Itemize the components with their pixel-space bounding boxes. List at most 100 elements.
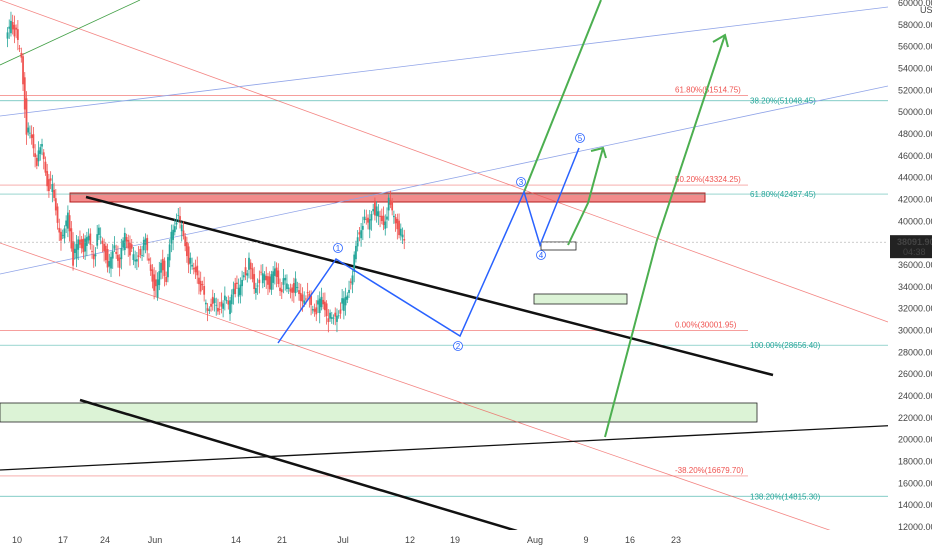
candle-body [265,275,268,281]
candle-body [356,237,359,247]
red-channel-upper [0,0,889,323]
candle-body [396,218,399,230]
price-axis-tick: 26000.00 [898,369,932,379]
wave-label: 5 [578,134,583,143]
time-axis-background [0,530,932,550]
candle-body [260,271,262,273]
time-axis-tick: 16 [625,535,635,545]
candle-body [377,211,380,217]
candle-body [41,144,43,147]
candle-body [358,232,361,235]
wave-marker [333,243,343,253]
candle-body [85,237,88,246]
candle-body [325,303,328,317]
price-axis-tick: 40000.00 [898,216,932,226]
candle-body [203,285,206,295]
candle-body [161,258,164,271]
candle-body [179,216,181,221]
candle-body [173,226,176,233]
candle-body [382,215,385,226]
green-projection-line [523,0,602,193]
candle-body [346,295,349,300]
green-projection-arrow [567,147,604,246]
candle-body [137,255,140,258]
fib-level-label: 100.00%(28656.40) [750,341,821,350]
candle-body [296,287,299,288]
candle-body [242,275,245,278]
candle-body [258,279,261,284]
candle-body [115,251,118,254]
candle-body [273,268,276,276]
candle-body [35,157,38,166]
candle-body [30,134,33,138]
candle-body [99,236,102,238]
candle-body [386,216,388,220]
candle-body [148,258,150,261]
candle-body [370,214,373,221]
candle-body [191,264,193,267]
candle-body [341,298,344,304]
price-axis-tick: 60000.00 [898,0,932,8]
candle-body [392,215,395,218]
candle-body [268,276,271,290]
candle-body [51,183,54,193]
candle-body [330,317,333,319]
candle-body [25,98,28,135]
candle-body [91,251,93,252]
candle-body [229,300,231,315]
elliott-wave-path [277,147,580,344]
candle-body [79,239,81,245]
candle-body [284,277,287,281]
candle-body [204,302,207,305]
candle-body [8,26,11,29]
wave-label: 1 [336,244,341,253]
candle-body [208,309,211,311]
candle-body [399,228,402,236]
time-axis-tick: Aug [527,535,543,545]
candle-body [13,24,16,37]
candle-body [96,234,99,246]
candle-body [151,269,154,282]
candle-body [367,217,369,223]
candle-body [110,256,112,269]
candle-body [336,315,338,322]
price-axis-tick: 44000.00 [898,173,932,183]
candle-body [54,198,57,211]
candle-body [363,216,366,221]
candle-body [244,267,247,276]
candle-body [280,289,283,293]
candle-body [210,303,212,307]
candle-body [292,283,295,293]
candle-body [84,238,87,252]
candle-body [353,254,356,272]
wave-label: 4 [539,251,544,260]
candle-body [58,227,61,233]
price-axis-tick: 14000.00 [898,500,932,510]
candle-body [299,292,302,302]
candle-body [117,254,119,261]
candle-body [163,260,166,277]
price-axis-tick: 30000.00 [898,326,932,336]
candle-body [317,300,319,305]
candle-body [246,273,249,276]
candle-body [130,244,133,249]
candle-body [65,220,68,227]
black-downtrend-line [85,195,774,377]
candle-body [165,276,168,283]
candle-body [270,274,273,290]
candle-body [327,318,330,323]
candle-body [123,232,126,251]
candle-body [344,296,347,306]
currency-label: USD [920,5,932,15]
wave-marker [536,250,546,260]
candle-body [287,287,290,289]
candle-body [218,309,221,310]
price-axis-tick: 20000.00 [898,435,932,445]
candle-body [348,289,350,293]
candle-body [44,161,47,173]
candle-body [322,299,325,305]
candle-body [98,227,100,236]
candle-body [68,215,71,232]
